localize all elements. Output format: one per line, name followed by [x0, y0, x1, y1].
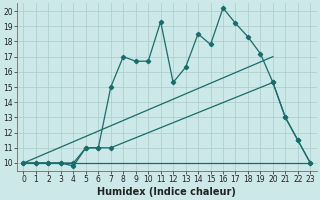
- X-axis label: Humidex (Indice chaleur): Humidex (Indice chaleur): [98, 187, 236, 197]
